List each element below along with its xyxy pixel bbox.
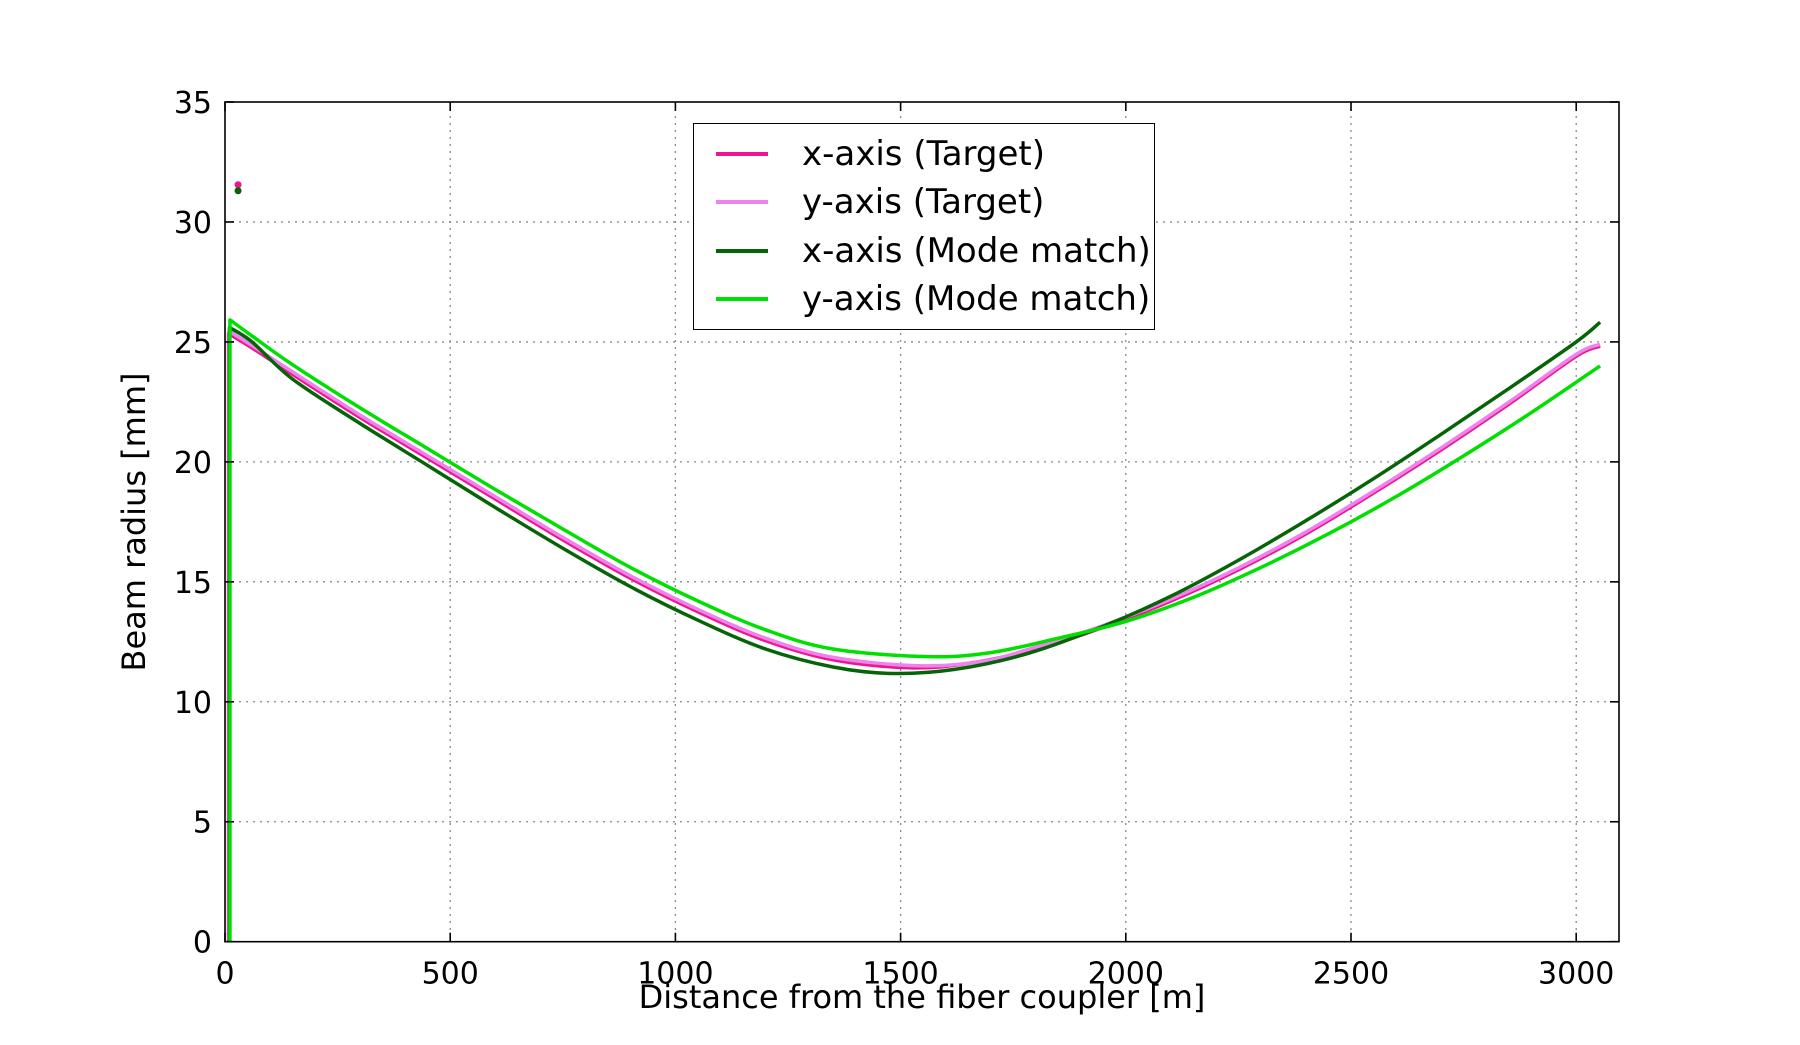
x-tick-label: 500 [422, 957, 479, 992]
legend-line-swatch [716, 296, 768, 301]
y-tick-label: 15 [174, 566, 212, 601]
y-tick-label: 0 [193, 926, 212, 961]
x-tick-label: 0 [215, 957, 234, 992]
x-tick-label: 2000 [1088, 957, 1164, 992]
series-line-0 [226, 331, 1601, 942]
series-line-1 [227, 329, 1601, 942]
legend-entry: x-axis (Mode match) [694, 229, 1154, 273]
legend-line-swatch [716, 248, 768, 253]
y-axis-label: Beam radius [mm] [115, 372, 153, 672]
legend-line-swatch [716, 200, 768, 205]
legend-line-swatch [716, 152, 768, 157]
plot-border [224, 101, 1620, 943]
legend: x-axis (Target) y-axis (Target) x-axis (… [693, 123, 1155, 330]
x-tick-label: 1500 [862, 957, 938, 992]
legend-label: y-axis (Mode match) [802, 278, 1151, 319]
x-tick-label: 2500 [1313, 957, 1389, 992]
series-line-3 [228, 318, 1602, 942]
legend-label: y-axis (Target) [802, 182, 1045, 223]
legend-label: x-axis (Target) [802, 134, 1046, 175]
y-tick-label: 35 [174, 86, 212, 121]
x-tick-label: 1000 [637, 957, 713, 992]
legend-entry: y-axis (Target) [694, 180, 1154, 224]
legend-label: x-axis (Mode match) [802, 230, 1151, 271]
y-tick-label: 5 [193, 806, 212, 841]
y-tick-label: 30 [174, 206, 212, 241]
legend-entry: x-axis (Target) [694, 132, 1154, 176]
y-tick-label: 25 [174, 326, 212, 361]
x-tick-label: 3000 [1538, 957, 1614, 992]
series-line-2 [227, 320, 1602, 942]
y-tick-label: 20 [174, 446, 212, 481]
legend-entry: y-axis (Mode match) [694, 277, 1154, 321]
waist-marker [234, 187, 242, 195]
y-tick-label: 10 [174, 686, 212, 721]
waist-marker [234, 181, 242, 189]
x-axis-label: Distance from the fiber coupler [m] [638, 978, 1206, 1016]
